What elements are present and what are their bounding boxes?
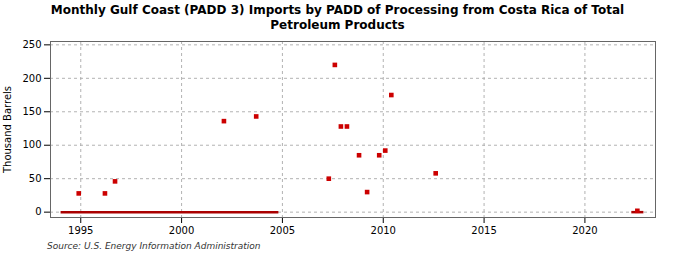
svg-text:200: 200 (22, 73, 41, 84)
svg-text:100: 100 (22, 139, 41, 150)
svg-text:50: 50 (29, 173, 42, 184)
svg-text:250: 250 (22, 39, 41, 50)
svg-text:Thousand Barrels: Thousand Barrels (2, 86, 13, 174)
html-text:Source: U.S. Energy Informatio: Source: U.S. Energy Information Administ… (47, 241, 261, 251)
svg-text:2020: 2020 (572, 225, 597, 236)
html-text:Monthly Gulf Coast (PADD 3) Im: Monthly Gulf Coast (PADD 3) Imports by P… (50, 3, 625, 32)
svg-text:2015: 2015 (471, 225, 496, 236)
svg-text:2005: 2005 (270, 225, 295, 236)
svg-text:2000: 2000 (169, 225, 194, 236)
svg-text:2010: 2010 (371, 225, 396, 236)
svg-text:1995: 1995 (68, 225, 93, 236)
svg-text:150: 150 (22, 106, 41, 117)
svg-text:0: 0 (35, 206, 41, 217)
